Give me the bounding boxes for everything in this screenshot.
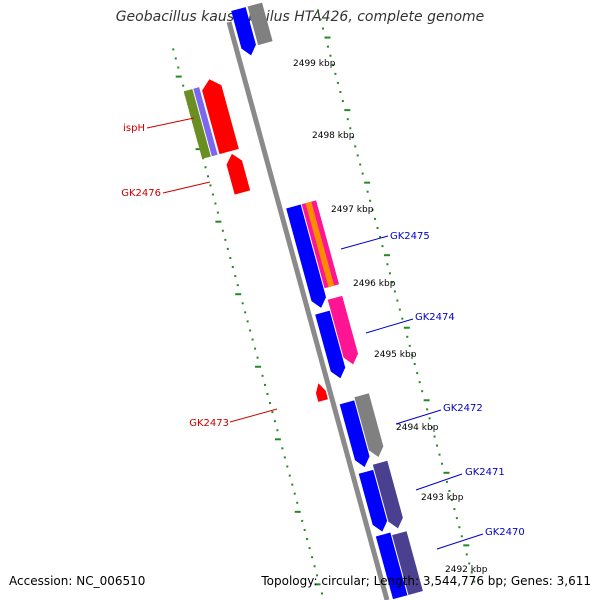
GK2476-leader	[162, 181, 211, 194]
GK2471-leader	[415, 473, 463, 491]
accession-text: Accession: NC_006510	[9, 574, 146, 588]
GK2474-leader	[365, 318, 414, 334]
backbone-line	[226, 21, 390, 600]
gene-label-GK2476[interactable]: GK2476	[121, 188, 161, 199]
gene-label-ispH[interactable]: ispH	[123, 123, 145, 134]
scale-label-2498: 2498 kbp	[312, 131, 355, 141]
orange-feature-GK2475[interactable]	[305, 201, 335, 288]
gene-label-GK2470[interactable]: GK2470	[485, 527, 525, 538]
GK2475-leader	[340, 235, 389, 250]
ispH-leader	[146, 117, 195, 129]
scale-label-2499: 2499 kbp	[293, 59, 336, 69]
scale-labels: 2499 kbp 2498 kbp 2497 kbp 2496 kbp 2495…	[293, 59, 488, 575]
violet-feature-ispH[interactable]	[193, 87, 218, 157]
scale-label-2493: 2493 kbp	[421, 493, 464, 503]
forward-gene-GK2475[interactable]	[286, 204, 326, 308]
forward-gene-GK2471[interactable]	[358, 469, 388, 532]
GK2473-leader	[229, 408, 278, 423]
scale-label-2494: 2494 kbp	[396, 423, 439, 433]
magenta-feature-GK2474[interactable]	[327, 295, 359, 365]
slate-feature-GK2471[interactable]	[372, 460, 403, 529]
map-title: Geobacillus kaustophilus HTA426, complet…	[115, 9, 485, 25]
scale-label-2495: 2495 kbp	[374, 350, 417, 360]
olive-feature-ispH[interactable]	[183, 89, 211, 159]
scale-label-2496: 2496 kbp	[353, 279, 396, 289]
forward-gene-top[interactable]	[231, 7, 256, 56]
genome-summary-text: Topology: circular; Length: 3,544,776 bp…	[261, 574, 591, 588]
forward-gene-GK2470[interactable]	[375, 532, 408, 600]
gene-label-GK2475[interactable]: GK2475	[390, 231, 430, 242]
slate-feature-GK2470[interactable]	[392, 531, 423, 595]
gene-label-lines	[146, 117, 484, 550]
gene-label-GK2471[interactable]: GK2471	[465, 467, 505, 478]
scale-label-2497: 2497 kbp	[331, 205, 374, 215]
scale-label-2492: 2492 kbp	[445, 565, 488, 575]
pseudo-gene-top[interactable]	[247, 2, 273, 46]
gene-label-GK2473[interactable]: GK2473	[189, 418, 229, 429]
forward-gene-GK2472[interactable]	[339, 400, 370, 467]
GK2472-leader	[395, 409, 442, 425]
gene-label-GK2474[interactable]: GK2474	[415, 312, 455, 323]
forward-gene-GK2474[interactable]	[315, 310, 346, 379]
pseudo-gene-GK2472[interactable]	[354, 393, 384, 457]
reverse-gene-GK2476[interactable]	[226, 153, 251, 195]
gene-labels: ispH GK2476 GK2475 GK2474 GK2473 GK2472 …	[121, 123, 525, 538]
feature-layer	[183, 2, 423, 600]
reverse-gene-GK2473[interactable]	[315, 383, 328, 402]
reverse-gene-ispH[interactable]	[202, 79, 239, 155]
gene-label-GK2472[interactable]: GK2472	[443, 403, 483, 414]
GK2470-leader	[436, 533, 484, 550]
